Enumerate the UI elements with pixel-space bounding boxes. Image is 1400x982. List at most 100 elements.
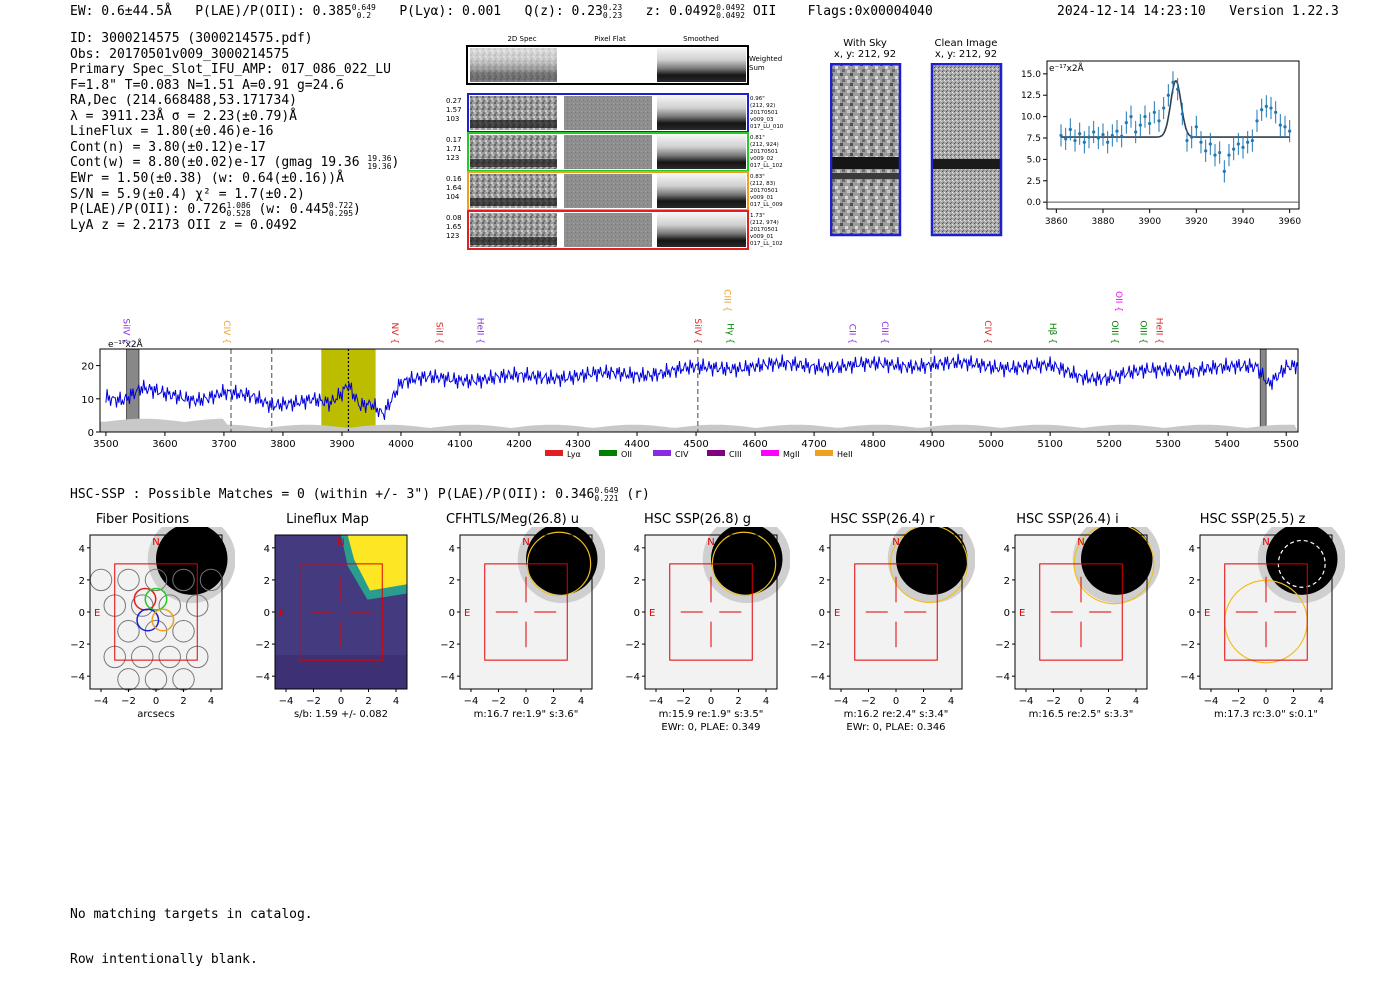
panel-ytick-label: −2 — [625, 640, 640, 651]
zoom-data-point — [1106, 140, 1110, 144]
image-panel-plot: N E 4 2 0 −2 −4 −4 −2 0 2 4 m:16.2 re:2.4" s:3.4" EWr… — [810, 515, 976, 733]
spectrum-line-marker: HeII { — [1153, 318, 1163, 344]
east-marker: E — [649, 608, 655, 619]
panel-xtick-label: −4 — [279, 696, 294, 707]
cutout-right-meta: 20170501 — [750, 188, 778, 194]
image-panel-title: Lineflux Map — [286, 512, 369, 527]
north-marker: N — [152, 537, 159, 548]
zoom-data-point — [1152, 110, 1156, 114]
search-box — [669, 563, 753, 661]
ew-rest: EWr = 1.50(±0.38) (w: 0.64(±0.16))Å — [70, 171, 344, 186]
spectrum-xtick-label: 4100 — [447, 439, 472, 450]
panel-ytick-label: 0 — [264, 608, 270, 619]
panel-caption: m:16.2 re:2.4" s:3.4" — [844, 709, 949, 720]
zoom-data-point — [1227, 153, 1231, 157]
spectrum-ytick-label: 0 — [88, 428, 94, 439]
legend-swatch — [815, 450, 833, 456]
zoom-data-point — [1190, 135, 1194, 139]
panel-ytick-label: 4 — [264, 544, 270, 555]
east-marker: E — [279, 608, 285, 619]
cont-n: Cont(n) = 3.80(±0.12)e-17 — [70, 139, 266, 155]
panel-xtick-label: 2 — [1105, 696, 1111, 707]
fiber-circle — [117, 620, 140, 643]
spectrum-line-marker: Hβ { — [1047, 323, 1057, 344]
cutout-pixelflat — [564, 135, 652, 169]
spectrum-xtick-label: 3900 — [329, 439, 354, 450]
fiber-circle — [158, 594, 181, 617]
panel-xtick-label: 4 — [208, 696, 214, 707]
zoom-data-point — [1194, 125, 1198, 129]
spectrum-line-marker: CIV { — [221, 320, 231, 344]
fiber-circle — [172, 568, 195, 592]
lineflux-map-low — [275, 655, 407, 689]
search-box — [114, 563, 198, 661]
spectrum-xtick-label: 3800 — [270, 439, 295, 450]
panel-xtick-label: 2 — [1290, 696, 1296, 707]
zoom-ytick-label: 10.0 — [1021, 113, 1041, 123]
panel-ytick-label: −4 — [810, 672, 825, 683]
north-marker: N — [522, 537, 529, 548]
zoom-data-point — [1110, 133, 1114, 138]
spectrum-xtick-label: 3700 — [211, 439, 236, 450]
zoom-data-point — [1064, 137, 1068, 141]
panel-xtick-label: 0 — [523, 696, 529, 707]
panel-ytick-label: −2 — [70, 640, 85, 651]
cutout-right-meta: 20170501 — [750, 149, 778, 155]
search-box — [854, 563, 938, 661]
cutout-right-meta: (212, 83) — [750, 181, 775, 187]
spectrum-xtick-label: 5300 — [1155, 439, 1180, 450]
primary-spec: Primary Spec_Slot_IFU_AMP: 017_086_022_L… — [70, 62, 391, 77]
fiber-circle — [158, 645, 181, 669]
spectrum-frame — [99, 348, 1299, 433]
panel-ytick-label: 2 — [819, 576, 825, 587]
redshift-range: 0.0492 0.0492 — [716, 3, 745, 20]
plae-header: P(LAE)/P(OII): 0.385 — [195, 4, 352, 19]
cutout-smoothed — [657, 213, 746, 247]
fiber-circle-green — [144, 587, 168, 611]
legend-label: MgII — [783, 450, 800, 459]
full-spectrum-chart: 0 10 20 3500 3600 3700 3800 3900 4000 4100 4200 430… — [81, 289, 1299, 459]
bright-source — [896, 523, 968, 595]
flags-value: Flags:0x00004040 — [807, 4, 933, 19]
panel-caption: m:17.3 rc:3.0" s:0.1" — [1214, 709, 1318, 720]
zoom-data-point — [1143, 115, 1147, 119]
bright-source — [156, 523, 228, 595]
cutout-right-meta: 0.96" — [750, 96, 765, 102]
spectrum-xtick-label: 4600 — [742, 439, 767, 450]
zoom-data-point — [1096, 136, 1100, 140]
cutout-2dspec-trace — [470, 237, 557, 245]
spectrum-xtick-label: 5100 — [1037, 439, 1062, 450]
east-marker: E — [834, 608, 840, 619]
zoom-ytick-label: 15.0 — [1021, 70, 1041, 80]
cutout-left-stat: 103 — [446, 115, 459, 123]
panel-ytick-label: 4 — [819, 544, 825, 555]
zoom-data-point — [1068, 127, 1072, 132]
fiber-circle-blue — [136, 608, 160, 632]
detection-info: ID: 3000214575 (3000214575.pdf) Obs: 201… — [70, 31, 399, 234]
cutout-right-meta: 0.83" — [750, 174, 765, 180]
cutout-right-meta: v009_03 — [750, 117, 774, 123]
north-marker: N — [1077, 537, 1084, 548]
fiber-circle-orange — [151, 608, 175, 632]
spectrum-line-marker: CIII { — [879, 321, 889, 344]
panel-caption: m:16.5 re:2.5" s:3.3" — [1029, 709, 1134, 720]
cont-w: Cont(w) = 8.80(±0.02)e-17 (gmag 19.36 19… — [70, 154, 400, 171]
panel-ytick-label: 2 — [264, 576, 270, 587]
panel-xtick-label: 2 — [365, 696, 371, 707]
panel-caption: m:16.7 re:1.9" s:3.6" — [474, 709, 579, 720]
spectrum-xtick-label: 5200 — [1096, 439, 1121, 450]
zoom-data-point — [1260, 108, 1264, 112]
legend-swatch — [761, 450, 779, 456]
east-marker: E — [1204, 608, 1210, 619]
cutout-pixelflat — [564, 213, 652, 247]
zoom-ytick-label: 12.5 — [1021, 91, 1041, 101]
cutout-smoothed — [657, 135, 746, 169]
zoom-data-point — [1120, 134, 1124, 138]
image-panel: Fiber Positions N E 4 2 0 −2 −4 −4 −2 0 2 4 arcsecs — [50, 512, 236, 741]
panel-ytick-label: 0 — [819, 608, 825, 619]
panel-ytick-label: 0 — [1004, 608, 1010, 619]
image-panel: HSC SSP(26.4) i N E 4 2 0 −2 −4 −4 −2 0 2 4 m:16.5 re… — [975, 512, 1161, 741]
zoom-data-point — [1129, 115, 1133, 119]
